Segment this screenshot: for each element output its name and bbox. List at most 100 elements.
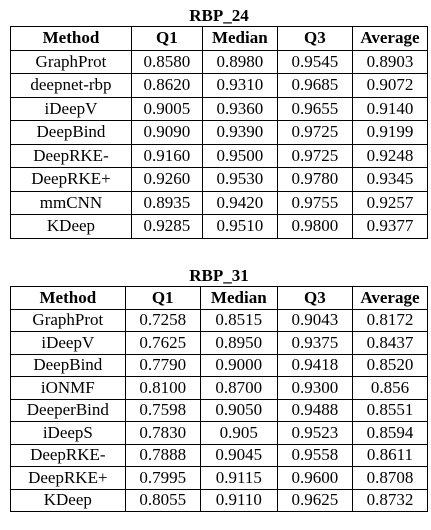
value-cell: 0.8903	[351, 49, 429, 74]
table-block-rbp31: RBP_31 Method Q1 Median Q3 Average GraphProt…	[10, 266, 429, 512]
value-cell: 0.9043	[276, 308, 353, 332]
method-cell: iDeepV	[10, 96, 132, 121]
value-cell: 0.9005	[130, 96, 203, 121]
value-cell: 0.9000	[199, 353, 278, 377]
value-cell: 0.9260	[130, 167, 203, 192]
value-cell: 0.905	[199, 421, 278, 445]
value-cell: 0.9375	[276, 331, 353, 355]
value-cell: 0.8172	[351, 308, 429, 332]
value-cell: 0.8611	[351, 443, 429, 467]
value-cell: 0.9600	[276, 466, 353, 490]
value-cell: 0.9545	[276, 49, 353, 74]
value-cell: 0.9530	[201, 167, 278, 192]
results-table-rbp31: Method Q1 Median Q3 Average GraphProt 0.7258 0…	[10, 286, 429, 512]
value-cell: 0.8594	[351, 421, 429, 445]
value-cell: 0.8100	[124, 376, 201, 400]
value-cell: 0.7995	[124, 466, 201, 490]
table-title: RBP_31	[189, 266, 249, 285]
value-cell: 0.9345	[351, 167, 429, 192]
value-cell: 0.7625	[124, 331, 201, 355]
method-cell: DeepRKE+	[10, 466, 126, 490]
method-cell: iDeepS	[10, 421, 126, 445]
value-cell: 0.9285	[130, 214, 203, 239]
value-cell: 0.9110	[199, 488, 278, 512]
value-cell: 0.9755	[276, 190, 353, 215]
table-row: GraphProt 0.7258 0.8515 0.9043 0.8172	[10, 308, 429, 332]
value-cell: 0.8708	[351, 466, 429, 490]
header-row: Method Q1 Median Q3 Average	[10, 286, 429, 310]
method-cell: GraphProt	[10, 308, 126, 332]
table-block-rbp24: RBP_24 Method Q1 Median Q3 Average GraphProt…	[10, 6, 429, 239]
method-cell: mmCNN	[10, 190, 132, 215]
method-cell: KDeep	[10, 488, 126, 512]
value-cell: 0.8700	[199, 376, 278, 400]
table-row: DeepBind 0.9090 0.9390 0.9725 0.9199	[10, 120, 429, 145]
header-row: Method Q1 Median Q3 Average	[10, 26, 429, 51]
table-row: DeepRKE- 0.7888 0.9045 0.9558 0.8611	[10, 443, 429, 467]
table-row: DeepRKE+ 0.7995 0.9115 0.9600 0.8708	[10, 466, 429, 490]
table-row: deepnet-rbp 0.8620 0.9310 0.9685 0.9072	[10, 73, 429, 98]
column-header: Q1	[130, 26, 203, 51]
method-cell: DeeperBind	[10, 398, 126, 422]
value-cell: 0.9655	[276, 96, 353, 121]
value-cell: 0.9625	[276, 488, 353, 512]
method-cell: DeepRKE-	[10, 143, 132, 168]
value-cell: 0.9800	[276, 214, 353, 239]
column-header: Q1	[124, 286, 201, 310]
column-header: Method	[10, 26, 132, 51]
value-cell: 0.9510	[201, 214, 278, 239]
method-cell: DeepRKE-	[10, 443, 126, 467]
method-cell: deepnet-rbp	[10, 73, 132, 98]
column-header: Q3	[276, 286, 353, 310]
value-cell: 0.8620	[130, 73, 203, 98]
column-header: Average	[351, 286, 429, 310]
method-cell: DeepBind	[10, 353, 126, 377]
value-cell: 0.9090	[130, 120, 203, 145]
value-cell: 0.9199	[351, 120, 429, 145]
method-cell: DeepRKE+	[10, 167, 132, 192]
method-cell: KDeep	[10, 214, 132, 239]
value-cell: 0.8935	[130, 190, 203, 215]
value-cell: 0.8551	[351, 398, 429, 422]
value-cell: 0.9725	[276, 120, 353, 145]
value-cell: 0.9418	[276, 353, 353, 377]
value-cell: 0.9160	[130, 143, 203, 168]
results-table-rbp24: Method Q1 Median Q3 Average GraphProt 0.8580 0…	[10, 26, 429, 239]
column-header: Median	[199, 286, 278, 310]
value-cell: 0.9050	[199, 398, 278, 422]
value-cell: 0.8055	[124, 488, 201, 512]
table-row: DeepRKE+ 0.9260 0.9530 0.9780 0.9345	[10, 167, 429, 192]
value-cell: 0.9140	[351, 96, 429, 121]
value-cell: 0.9390	[201, 120, 278, 145]
column-header: Q3	[276, 26, 353, 51]
method-cell: GraphProt	[10, 49, 132, 74]
value-cell: 0.7258	[124, 308, 201, 332]
value-cell: 0.9115	[199, 466, 278, 490]
value-cell: 0.9420	[201, 190, 278, 215]
value-cell: 0.8950	[199, 331, 278, 355]
value-cell: 0.9300	[276, 376, 353, 400]
method-cell: iDeepV	[10, 331, 126, 355]
column-header: Median	[201, 26, 278, 51]
value-cell: 0.9725	[276, 143, 353, 168]
table-row: DeepBind 0.7790 0.9000 0.9418 0.8520	[10, 353, 429, 377]
value-cell: 0.9310	[201, 73, 278, 98]
value-cell: 0.9045	[199, 443, 278, 467]
table-row: DeeperBind 0.7598 0.9050 0.9488 0.8551	[10, 398, 429, 422]
value-cell: 0.7790	[124, 353, 201, 377]
value-cell: 0.8732	[351, 488, 429, 512]
table-row: iONMF 0.8100 0.8700 0.9300 0.856	[10, 376, 429, 400]
table-title: RBP_24	[189, 6, 249, 25]
value-cell: 0.7598	[124, 398, 201, 422]
column-header: Method	[10, 286, 126, 310]
method-cell: DeepBind	[10, 120, 132, 145]
value-cell: 0.7888	[124, 443, 201, 467]
table-row: KDeep 0.9285 0.9510 0.9800 0.9377	[10, 214, 429, 239]
table-row: iDeepS 0.7830 0.905 0.9523 0.8594	[10, 421, 429, 445]
table-row: DeepRKE- 0.9160 0.9500 0.9725 0.9248	[10, 143, 429, 168]
value-cell: 0.9558	[276, 443, 353, 467]
value-cell: 0.9488	[276, 398, 353, 422]
method-cell: iONMF	[10, 376, 126, 400]
value-cell: 0.9685	[276, 73, 353, 98]
value-cell: 0.9780	[276, 167, 353, 192]
